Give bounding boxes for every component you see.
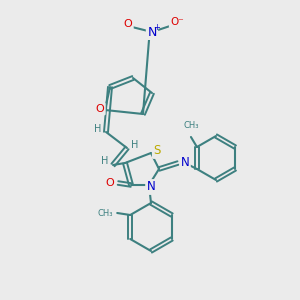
Text: O: O (124, 19, 132, 29)
Text: H: H (94, 124, 102, 134)
Text: O: O (96, 104, 104, 114)
Text: N: N (181, 157, 189, 169)
Text: H: H (131, 140, 139, 150)
Text: N: N (147, 181, 155, 194)
Text: N: N (147, 26, 157, 38)
Text: H: H (101, 156, 109, 166)
Text: CH₃: CH₃ (98, 208, 113, 217)
Text: CH₃: CH₃ (183, 121, 199, 130)
Text: +: + (154, 22, 160, 32)
Text: O: O (106, 178, 114, 188)
Text: S: S (153, 145, 161, 158)
Text: O⁻: O⁻ (170, 17, 184, 27)
